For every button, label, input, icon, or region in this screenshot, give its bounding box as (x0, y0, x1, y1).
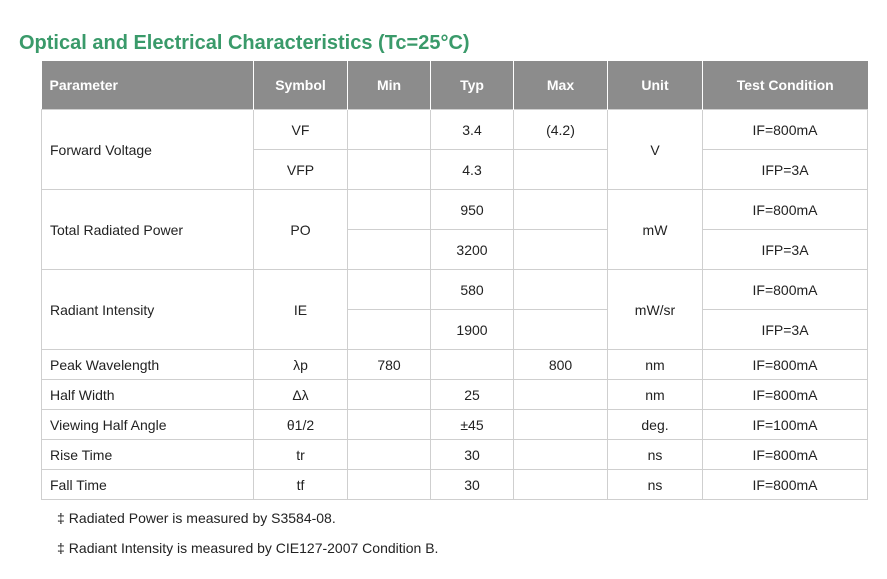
max-cell (513, 269, 608, 310)
footnote-text: Radiant Intensity is measured by CIE127-… (68, 540, 439, 556)
unit-cell: nm (607, 379, 703, 410)
double-dagger-mark: ‡ (57, 540, 65, 556)
min-cell (347, 439, 431, 470)
max-cell (513, 149, 608, 190)
symbol-cell: λp (253, 349, 348, 380)
header-test-condition: Test Condition (702, 61, 868, 110)
parameter-cell: Total Radiated Power (41, 189, 254, 270)
table-row: Viewing Half Angle θ1/2 ±45 deg. IF=100m… (41, 409, 868, 440)
max-cell (513, 469, 608, 500)
table-row: Half Width Δλ 25 nm IF=800mA (41, 379, 868, 410)
unit-cell: mW (607, 189, 703, 270)
condition-cell: IFP=3A (702, 149, 868, 190)
typ-cell: 1900 (430, 309, 514, 350)
min-cell (347, 409, 431, 440)
symbol-cell: tr (253, 439, 348, 470)
condition-cell: IF=800mA (702, 439, 868, 470)
unit-cell: ns (607, 469, 703, 500)
symbol-cell: VFP (253, 149, 348, 190)
symbol-cell: IE (253, 269, 348, 350)
condition-cell: IFP=3A (702, 309, 868, 350)
parameter-cell: Peak Wavelength (41, 349, 254, 380)
max-cell (513, 379, 608, 410)
typ-cell: 950 (430, 189, 514, 230)
max-cell (513, 409, 608, 440)
typ-cell (430, 349, 514, 380)
parameter-cell: Forward Voltage (41, 109, 254, 190)
condition-cell: IF=800mA (702, 469, 868, 500)
footnote: ‡ Radiant Intensity is measured by CIE127… (57, 540, 438, 570)
unit-cell: nm (607, 349, 703, 380)
min-cell (347, 379, 431, 410)
symbol-cell: VF (253, 109, 348, 150)
header-symbol: Symbol (253, 61, 348, 110)
unit-cell: V (607, 109, 703, 190)
symbol-cell: θ1/2 (253, 409, 348, 440)
condition-cell: IFP=3A (702, 229, 868, 270)
double-dagger-mark: ‡ (57, 510, 65, 526)
min-cell (347, 149, 431, 190)
min-cell (347, 109, 431, 150)
typ-cell: 3.4 (430, 109, 514, 150)
header-unit: Unit (607, 61, 703, 110)
table-row: Fall Time tf 30 ns IF=800mA (41, 469, 868, 500)
table-header-row: Parameter Symbol Min Typ Max Unit Test C… (41, 61, 868, 110)
max-cell (513, 189, 608, 230)
typ-cell: 580 (430, 269, 514, 310)
table-row: Forward Voltage VF 3.4 (4.2) V IF=800mA (41, 109, 868, 190)
unit-cell: mW/sr (607, 269, 703, 350)
table-row: Total Radiated Power PO 950 mW IF=800mA (41, 189, 868, 270)
footnote-text: Radiated Power is measured by S3584-08. (68, 510, 336, 526)
parameter-cell: Viewing Half Angle (41, 409, 254, 440)
min-cell (347, 469, 431, 500)
table-row: Peak Wavelength λp 780 800 nm IF=800mA (41, 349, 868, 380)
min-cell (347, 189, 431, 230)
max-cell: (4.2) (513, 109, 608, 150)
unit-cell: ns (607, 439, 703, 470)
max-cell: 800 (513, 349, 608, 380)
header-min: Min (347, 61, 431, 110)
typ-cell: 30 (430, 439, 514, 470)
min-cell: 780 (347, 349, 431, 380)
max-cell (513, 229, 608, 270)
min-cell (347, 269, 431, 310)
section-title: Optical and Electrical Characteristics (… (19, 32, 470, 54)
header-parameter: Parameter (41, 61, 254, 110)
max-cell (513, 439, 608, 470)
condition-cell: IF=800mA (702, 269, 868, 310)
condition-cell: IF=800mA (702, 189, 868, 230)
typ-cell: 3200 (430, 229, 514, 270)
condition-cell: IF=800mA (702, 109, 868, 150)
footnote: ‡ Radiated Power is measured by S3584-08. (57, 510, 438, 540)
condition-cell: IF=800mA (702, 349, 868, 380)
table-row: Radiant Intensity IE 580 mW/sr IF=800mA (41, 269, 868, 350)
condition-cell: IF=100mA (702, 409, 868, 440)
typ-cell: ±45 (430, 409, 514, 440)
condition-cell: IF=800mA (702, 379, 868, 410)
typ-cell: 25 (430, 379, 514, 410)
symbol-cell: PO (253, 189, 348, 270)
parameter-cell: Half Width (41, 379, 254, 410)
min-cell (347, 229, 431, 270)
parameter-cell: Rise Time (41, 439, 254, 470)
max-cell (513, 309, 608, 350)
table-row: Rise Time tr 30 ns IF=800mA (41, 439, 868, 470)
typ-cell: 4.3 (430, 149, 514, 190)
header-typ: Typ (430, 61, 514, 110)
header-max: Max (513, 61, 608, 110)
symbol-cell: tf (253, 469, 348, 500)
unit-cell: deg. (607, 409, 703, 440)
typ-cell: 30 (430, 469, 514, 500)
characteristics-table: Parameter Symbol Min Typ Max Unit Test C… (41, 61, 868, 500)
min-cell (347, 309, 431, 350)
parameter-cell: Radiant Intensity (41, 269, 254, 350)
footnotes: ‡ Radiated Power is measured by S3584-08.… (57, 510, 438, 570)
table-row: 1900 IFP=3A (42, 309, 868, 350)
parameter-cell: Fall Time (41, 469, 254, 500)
symbol-cell: Δλ (253, 379, 348, 410)
